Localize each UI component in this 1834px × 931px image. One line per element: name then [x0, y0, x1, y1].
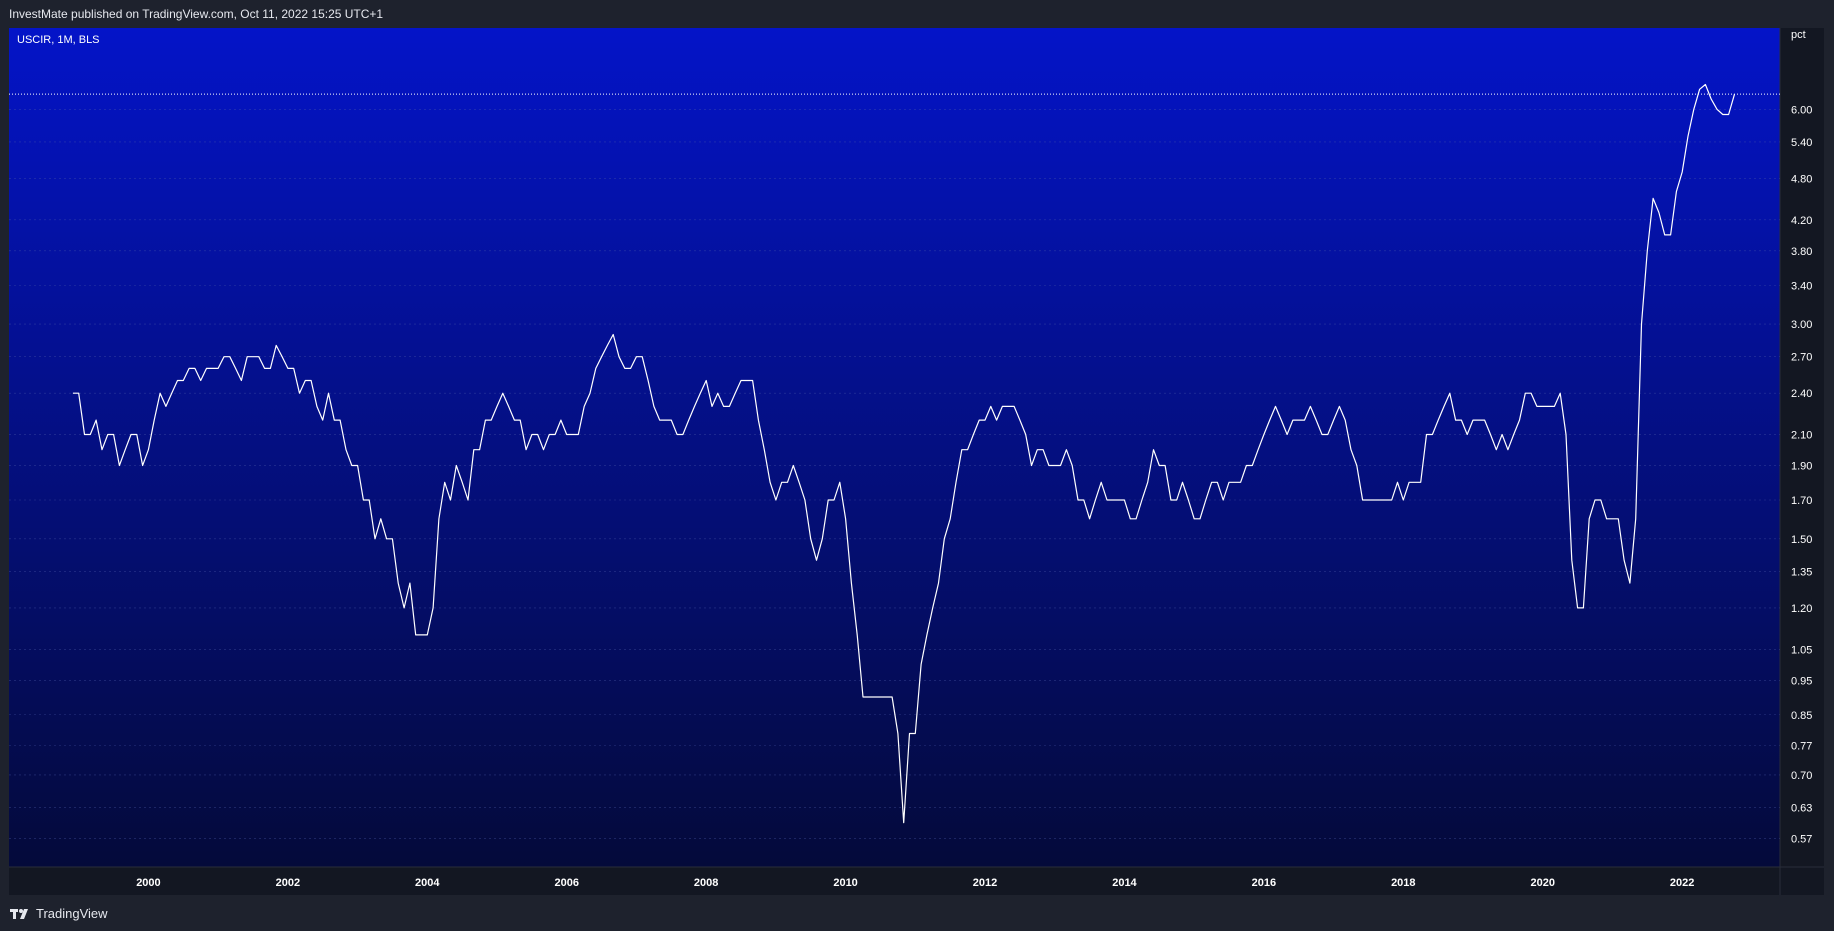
- x-tick-label: 2012: [973, 877, 997, 889]
- x-tick-label: 2016: [1252, 877, 1276, 889]
- x-tick-label: 2004: [415, 877, 440, 889]
- y-tick-label: 0.70: [1791, 770, 1812, 782]
- y-tick-label: 6.00: [1791, 104, 1812, 116]
- y-tick-label: 1.50: [1791, 534, 1812, 546]
- price-axis: 6.00 5.40 4.80 4.20 3.80 3.40 3.00 2.70 2.40 2.10…: [1791, 104, 1812, 845]
- y-tick-label: 1.20: [1791, 603, 1812, 615]
- y-tick-label: 2.10: [1791, 430, 1812, 442]
- y-tick-label: 4.80: [1791, 173, 1812, 185]
- time-axis: 2000 2002 2004 2006 2008 2010 2012 2014 2016 2018…: [136, 877, 1694, 889]
- y-tick-label: 0.85: [1791, 710, 1812, 722]
- tradingview-logo-icon: [10, 908, 28, 919]
- plot-background: [9, 28, 1780, 867]
- y-tick-label: 3.40: [1791, 280, 1812, 292]
- x-tick-label: 2022: [1670, 877, 1694, 889]
- x-tick-label: 2018: [1391, 877, 1415, 889]
- y-tick-label: 1.05: [1791, 644, 1812, 656]
- header-bar: InvestMate published on TradingView.com,…: [0, 0, 1834, 28]
- publisher-text: InvestMate published on TradingView.com,…: [9, 7, 384, 21]
- line-chart[interactable]: 6.00 5.40 4.80 4.20 3.80 3.40 3.00 2.70 2.40 2.10…: [9, 28, 1824, 895]
- x-tick-label: 2006: [554, 877, 578, 889]
- tradingview-logo[interactable]: TradingView: [10, 906, 108, 921]
- y-tick-label: 0.63: [1791, 803, 1812, 815]
- y-tick-label: 1.90: [1791, 461, 1812, 473]
- x-tick-label: 2010: [833, 877, 857, 889]
- y-tick-label: 0.95: [1791, 675, 1812, 687]
- symbol-label: USCIR, 1M, BLS: [17, 34, 100, 46]
- series-line: [72, 83, 1736, 824]
- y-tick-label: 2.70: [1791, 352, 1812, 364]
- chart-frame: 6.00 5.40 4.80 4.20 3.80 3.40 3.00 2.70 2.40 2.10…: [9, 28, 1824, 895]
- y-tick-label: 1.35: [1791, 566, 1812, 578]
- y-tick-label: 2.40: [1791, 388, 1812, 400]
- tradingview-brand-text: TradingView: [36, 906, 108, 921]
- time-axis-background: [9, 867, 1780, 895]
- y-tick-label: 0.77: [1791, 740, 1812, 752]
- unit-label: pct: [1791, 29, 1806, 41]
- x-tick-label: 2014: [1112, 877, 1137, 889]
- y-tick-label: 4.20: [1791, 215, 1812, 227]
- y-tick-label: 5.40: [1791, 137, 1812, 149]
- price-axis-background: [1780, 28, 1824, 867]
- y-tick-label: 3.00: [1791, 319, 1812, 331]
- x-tick-label: 2002: [276, 877, 300, 889]
- y-tick-label: 1.70: [1791, 495, 1812, 507]
- y-tick-label: 3.80: [1791, 246, 1812, 258]
- x-tick-label: 2020: [1530, 877, 1554, 889]
- y-tick-label: 0.57: [1791, 834, 1812, 846]
- x-tick-label: 2000: [136, 877, 160, 889]
- grid-lines: [9, 108, 1780, 839]
- footer-bar: TradingView: [0, 895, 1834, 931]
- x-tick-label: 2008: [694, 877, 718, 889]
